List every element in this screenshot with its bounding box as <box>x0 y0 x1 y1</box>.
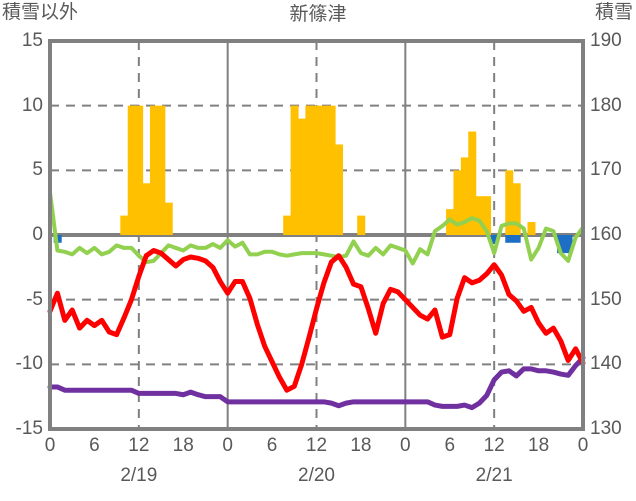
y-axis-tick-left: 5 <box>32 159 43 181</box>
y-axis-tick-right: 170 <box>590 159 622 181</box>
y-axis-tick-left: -5 <box>26 288 43 310</box>
x-axis-tick: 12 <box>483 435 505 456</box>
plot-frame <box>48 39 585 431</box>
x-axis-tick: 6 <box>266 435 278 456</box>
data-lines <box>47 190 586 411</box>
x-axis-tick: 0 <box>400 435 411 456</box>
y-axis-tick-left: 0 <box>32 224 43 245</box>
x-axis-tick: 18 <box>172 435 194 456</box>
x-axis-tick: 6 <box>89 435 100 456</box>
x-axis-tick: 6 <box>444 435 456 456</box>
x-axis-tick: 18 <box>350 435 372 456</box>
y-axis-tick-right: 190 <box>590 30 622 51</box>
y-axis-tick-left: -10 <box>15 353 43 375</box>
y-axis-tick-right: 180 <box>590 94 622 116</box>
x-axis-day-label: 2/21 <box>475 465 513 486</box>
page-title: 新篠津 <box>289 4 347 25</box>
right-axis-title: 積雪 <box>594 2 633 23</box>
y-axis-tick-right: 140 <box>590 353 622 375</box>
x-axis-tick: 12 <box>305 435 328 456</box>
left-axis-title: 積雪以外 <box>2 2 79 23</box>
precipitation-bars <box>120 105 536 236</box>
y-axis-tick-left: 15 <box>21 30 43 51</box>
y-axis-tick-right: 130 <box>590 418 622 439</box>
x-axis-tick: 0 <box>222 435 233 456</box>
y-axis-tick-left: -15 <box>15 418 43 439</box>
x-axis-tick: 18 <box>528 435 550 456</box>
y-axis-tick-right: 150 <box>590 288 622 310</box>
x-axis-day-label: 2/19 <box>120 465 158 486</box>
x-axis-day-label: 2/20 <box>298 465 335 486</box>
y-axis-tick-right: 160 <box>590 224 622 245</box>
x-axis-tick: 0 <box>44 435 56 456</box>
x-axis-tick: 12 <box>128 435 150 456</box>
y-axis-tick-left: 10 <box>21 94 43 116</box>
x-axis-tick: 0 <box>577 435 589 456</box>
